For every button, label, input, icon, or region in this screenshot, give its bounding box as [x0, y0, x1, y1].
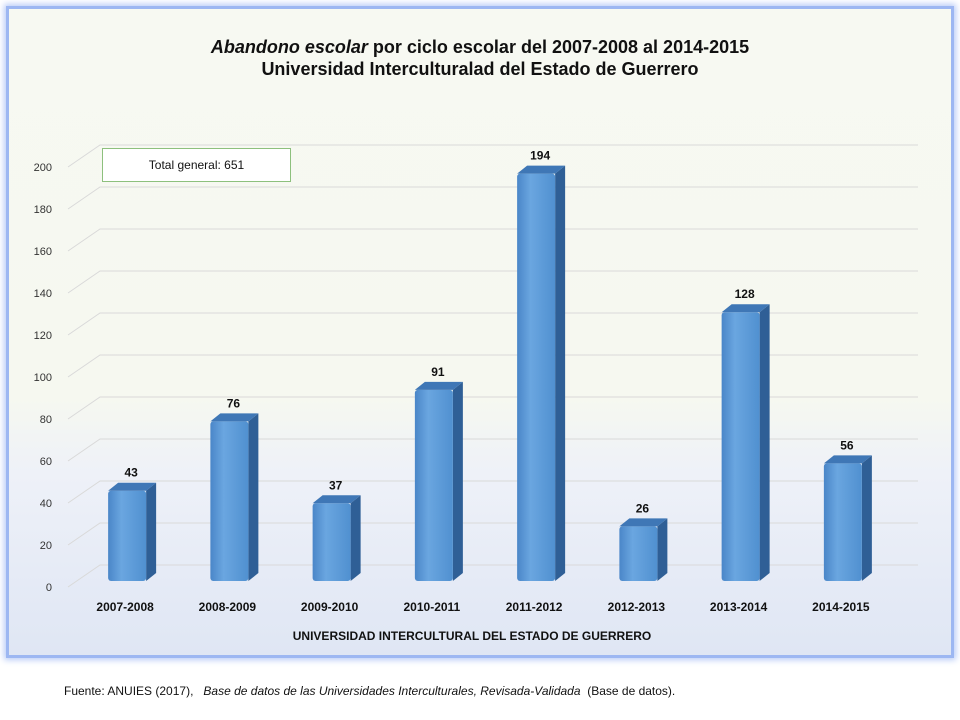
gridline: [67, 522, 918, 546]
bar-side: [452, 381, 463, 581]
data-label: 26: [636, 501, 650, 515]
grid-layer: [67, 144, 918, 588]
gridline: [67, 270, 918, 294]
bar-front: [619, 526, 658, 581]
gridline: [67, 396, 918, 420]
bar-side: [657, 518, 668, 581]
bar-front: [414, 389, 453, 581]
x-tick-label: 2013-2014: [710, 600, 768, 614]
bar: [210, 413, 259, 581]
data-label: 194: [530, 149, 550, 163]
bar-side: [555, 165, 566, 581]
x-tick-label: 2009-2010: [301, 600, 359, 614]
y-tick-label: 120: [34, 330, 52, 342]
chart-title: Abandono escolar por ciclo escolar del 2…: [0, 36, 960, 80]
x-tick-label: 2012-2013: [608, 600, 666, 614]
y-tick-label: 80: [40, 414, 52, 426]
bar: [312, 495, 361, 581]
bar-top: [312, 495, 361, 504]
data-label: 56: [840, 438, 854, 452]
gridline: [67, 312, 918, 336]
bar-front: [108, 490, 147, 581]
bar-top: [517, 165, 566, 174]
y-tick-label: 0: [46, 582, 52, 594]
bar-top: [619, 518, 668, 527]
bar: [414, 381, 463, 581]
bar: [721, 304, 770, 581]
y-tick-label: 100: [34, 372, 52, 384]
y-tick-label: 160: [34, 246, 52, 258]
bar-side: [350, 495, 361, 581]
chart-frame: [6, 6, 954, 658]
bar-side: [248, 413, 259, 581]
x-tick-label: 2010-2011: [404, 600, 461, 614]
x-tick-label: 2007-2008: [96, 600, 154, 614]
gridline: [67, 354, 918, 378]
data-label: 128: [735, 287, 755, 301]
bar-front: [312, 503, 351, 581]
gridline: [67, 564, 918, 588]
x-tick-label: 2014-2015: [812, 600, 870, 614]
gridline: [67, 186, 918, 210]
bar-front: [823, 463, 862, 581]
x-axis-title: UNIVERSIDAD INTERCULTURAL DEL ESTADO DE …: [293, 629, 651, 643]
chart-title-line1: Abandono escolar por ciclo escolar del 2…: [0, 36, 960, 58]
bars-layer: [108, 165, 872, 581]
gridline: [67, 228, 918, 252]
bar-side: [861, 455, 872, 581]
bar: [619, 518, 668, 581]
y-tick-label: 20: [40, 540, 52, 552]
source-italic: Base de datos de las Universidades Inter…: [203, 684, 581, 698]
labels-layer: 0 20 40 60 80 100 120 140 160 180 200 43 2007-2008 76…: [34, 149, 870, 614]
source-suffix: (Base de datos).: [583, 684, 676, 698]
gridline: [67, 438, 918, 462]
bar-front: [210, 421, 249, 581]
bar: [517, 165, 566, 581]
y-tick-label: 40: [40, 498, 52, 510]
chart-title-rest: por ciclo escolar del 2007-2008 al 2014-…: [367, 37, 750, 57]
y-tick-label: 60: [40, 456, 52, 468]
bar-front: [721, 312, 760, 581]
data-label: 37: [329, 478, 343, 492]
gridline: [67, 144, 918, 168]
y-tick-label: 140: [34, 288, 52, 300]
chart-subtitle: Universidad Interculturalad del Estado d…: [261, 59, 699, 79]
chart-title-italic: Abandono escolar: [210, 37, 368, 57]
bar-top: [414, 381, 463, 390]
bar: [823, 455, 872, 581]
data-label: 76: [227, 396, 241, 410]
bar-top: [210, 413, 259, 422]
bar-top: [721, 304, 770, 313]
bar-front: [517, 173, 556, 581]
bar: [108, 482, 157, 581]
x-tick-label: 2008-2009: [199, 600, 257, 614]
gridline: [67, 480, 918, 504]
bar-top: [823, 455, 872, 464]
source-prefix: Fuente: ANUIES (2017),: [64, 684, 194, 698]
data-label: 91: [431, 365, 445, 379]
x-tick-label: 2011-2012: [506, 600, 563, 614]
y-tick-label: 200: [34, 162, 52, 174]
bar-side: [146, 482, 157, 581]
y-tick-label: 180: [34, 204, 52, 216]
bar-side: [759, 304, 770, 581]
bar-top: [108, 482, 157, 491]
total-general-box: Total general: 651: [102, 148, 291, 182]
source-note: Fuente: ANUIES (2017), Base de datos de …: [64, 684, 675, 698]
data-label: 43: [124, 466, 138, 480]
